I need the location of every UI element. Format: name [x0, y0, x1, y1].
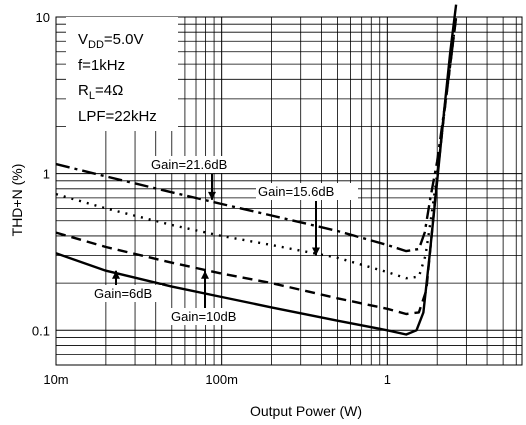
x-tick-label: 100m [205, 372, 238, 387]
annotation-arrowhead [312, 247, 320, 256]
condition-frequency: f=1kHz [78, 57, 125, 74]
condition-load: RL=4Ω [78, 82, 123, 102]
annotation-gain-15p6db: Gain=15.6dB [258, 184, 334, 199]
annotation-arrows [112, 174, 320, 308]
y-tick-label: 1 [43, 167, 50, 182]
condition-vdd: VDD=5.0V [78, 31, 144, 51]
annotation-label-15p6: Gain=15.6dB [256, 183, 358, 200]
tick-labels: 10m 100m 1 10 1 0.1 [32, 10, 391, 387]
y-tick-label: 10 [36, 10, 50, 25]
series-dotted-line [55, 16, 458, 280]
plot-frame [55, 16, 523, 366]
annotation-label-6: Gain=6dB [92, 285, 162, 302]
annotation-arrowhead [112, 270, 120, 279]
conditions-box: VDD=5.0V f=1kHz RL=4Ω LPF=22kHz [66, 17, 178, 131]
annotation-arrowhead [208, 191, 216, 200]
y-axis-title: THD+N (%) [9, 164, 25, 237]
annotation-gain-10db: Gain=10dB [171, 309, 236, 324]
curves [55, 4, 458, 336]
condition-lpf: LPF=22kHz [78, 108, 157, 125]
annotation-gain-21p6db: Gain=21.6dB [151, 157, 227, 172]
series-dashdot-line [55, 16, 458, 253]
annotation-arrowhead [201, 270, 209, 279]
y-tick-label: 0.1 [32, 323, 50, 338]
x-tick-label: 10m [43, 372, 68, 387]
annotation-gain-6db: Gain=6dB [94, 286, 152, 301]
annotation-label-21p6: Gain=21.6dB [148, 156, 256, 173]
x-axis-title: Output Power (W) [250, 403, 362, 419]
annotation-label-10: Gain=10dB [168, 308, 253, 325]
x-tick-label: 1 [384, 372, 391, 387]
